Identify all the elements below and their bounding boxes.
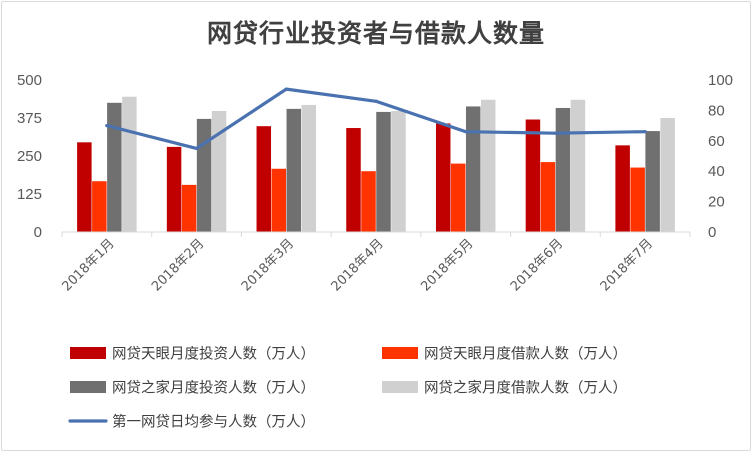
- bar: [480, 99, 496, 232]
- x-tick-label: 2018年1月: [59, 236, 117, 294]
- bar: [271, 168, 287, 232]
- legend-label: 网贷之家月度投资人数（万人）: [112, 380, 315, 397]
- line-point: [553, 131, 558, 135]
- bar: [361, 171, 376, 232]
- bar: [555, 107, 571, 232]
- y-right-tick-label: 100: [708, 72, 733, 89]
- y-left-tick-label: 125: [17, 186, 42, 203]
- line-series: [105, 87, 647, 150]
- line-point: [643, 130, 647, 134]
- bar: [92, 181, 107, 232]
- x-tick-label: 2018年3月: [239, 236, 297, 294]
- line-point: [464, 130, 468, 134]
- bar: [301, 104, 317, 232]
- bar: [286, 108, 302, 232]
- bar: [540, 162, 556, 232]
- bar: [376, 111, 391, 232]
- y-left-tick-label: 250: [17, 148, 42, 165]
- legend-swatch: [382, 347, 418, 359]
- bar: [660, 118, 675, 232]
- legend: 网贷天眼月度投资人数（万人） 网贷天眼月度借款人数（万人） 网贷之家月度投资人数（万…: [68, 346, 627, 431]
- y-right-tick-label: 80: [708, 102, 725, 119]
- line-point: [374, 99, 378, 103]
- x-tick-label: 2018年2月: [149, 236, 207, 294]
- legend-swatch: [382, 381, 418, 393]
- legend-label: 第一网贷日均参与人数（万人）: [112, 413, 315, 431]
- y-right-tick-label: 60: [708, 133, 725, 150]
- line-point: [105, 124, 109, 128]
- y-left-tick-label: 375: [17, 110, 42, 127]
- bar: [465, 106, 481, 232]
- y-right-tick-label: 20: [708, 194, 725, 211]
- bar: [181, 184, 197, 232]
- bar: [570, 99, 586, 232]
- legend-label: 网贷天眼月度投资人数（万人）: [112, 346, 315, 363]
- legend-swatch: [70, 347, 106, 359]
- x-tick-label: 2018年7月: [598, 236, 656, 294]
- bar: [196, 118, 212, 232]
- bar: [107, 102, 122, 232]
- bar: [122, 96, 137, 232]
- x-tick-label: 2018年5月: [418, 236, 476, 294]
- y-left-tick-label: 500: [17, 72, 42, 89]
- x-tick-label: 2018年4月: [329, 236, 387, 294]
- x-tick-label: 2018年6月: [508, 236, 566, 294]
- bar: [77, 142, 92, 232]
- bar: [391, 111, 406, 232]
- y-right-tick-label: 0: [708, 224, 716, 241]
- line-point: [284, 87, 288, 91]
- bar: [615, 145, 630, 232]
- legend-label: 网贷之家月度借款人数（万人）: [424, 380, 627, 397]
- y-right-tick-label: 40: [708, 163, 725, 180]
- legend-label: 网贷天眼月度借款人数（万人）: [424, 346, 627, 363]
- y-left-tick-label: 0: [34, 224, 42, 241]
- bar: [525, 119, 541, 232]
- legend-swatch: [70, 381, 106, 393]
- bar: [256, 126, 272, 232]
- bar: [211, 111, 227, 232]
- bar: [630, 167, 645, 232]
- bar: [645, 131, 660, 232]
- bar: [450, 163, 466, 232]
- chart-title: 网贷行业投资者与借款人数量: [206, 19, 545, 48]
- bar: [346, 128, 361, 232]
- line-point: [194, 146, 199, 150]
- bar: [166, 146, 182, 232]
- bar: [435, 123, 451, 232]
- bar-series: [77, 96, 675, 232]
